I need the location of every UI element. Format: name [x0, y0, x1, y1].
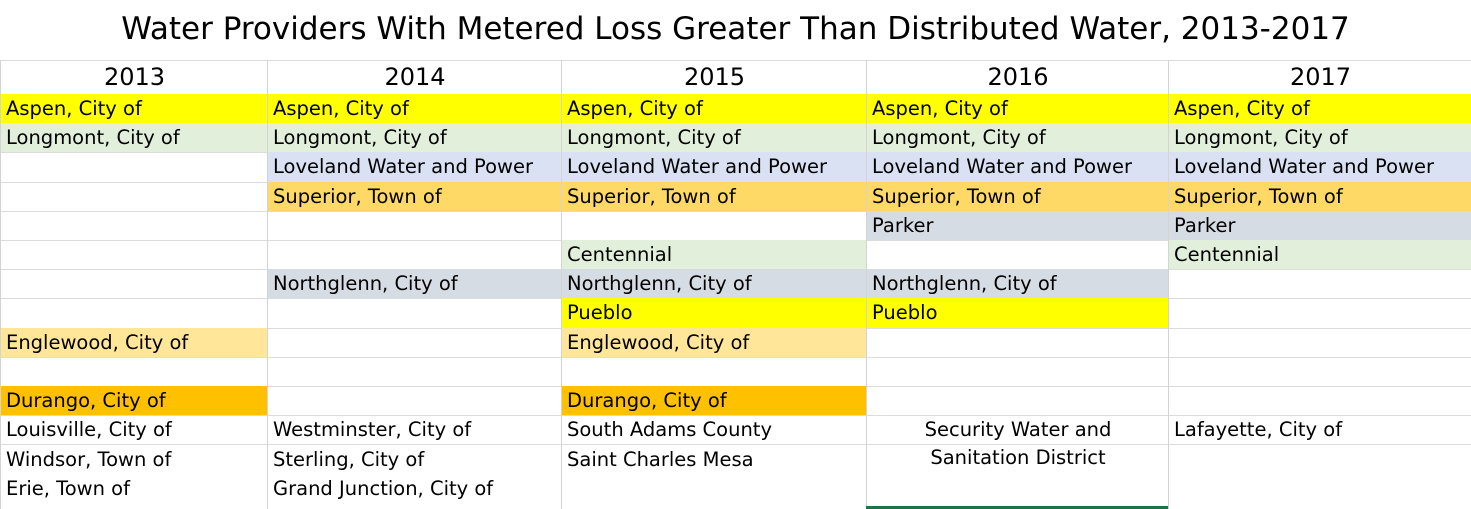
provider-cell[interactable]: Louisville, City of: [6, 418, 172, 442]
provider-cell[interactable]: Superior, Town of: [562, 181, 867, 211]
provider-cell[interactable]: Longmont, City of: [268, 123, 562, 153]
provider-cell[interactable]: Aspen, City of: [562, 94, 867, 124]
provider-cell[interactable]: South Adams County: [567, 418, 772, 442]
grid-line: [0, 60, 1471, 61]
provider-cell[interactable]: Parker: [1169, 210, 1471, 240]
provider-cell[interactable]: Durango, City of: [562, 386, 867, 416]
provider-cell[interactable]: Aspen, City of: [268, 94, 562, 124]
provider-cell[interactable]: Longmont, City of: [562, 123, 867, 153]
provider-cell[interactable]: Loveland Water and Power: [268, 152, 562, 182]
year-column-2014: 2014 Aspen, City of Longmont, City of Lovel…: [267, 60, 562, 509]
year-header[interactable]: 2013: [103, 63, 166, 91]
year-header[interactable]: 2017: [1289, 63, 1352, 91]
provider-cell[interactable]: Aspen, City of: [1, 94, 268, 124]
grid-line: [0, 415, 1471, 417]
year-header[interactable]: 2016: [987, 63, 1049, 91]
provider-cell[interactable]: Lafayette, City of: [1174, 418, 1343, 442]
provider-cell[interactable]: Longmont, City of: [867, 123, 1169, 153]
provider-cell[interactable]: Superior, Town of: [1169, 181, 1471, 211]
provider-cell[interactable]: Loveland Water and Power: [562, 152, 867, 182]
provider-cell[interactable]: Pueblo: [562, 298, 867, 328]
year-column-2015: 2015 Aspen, City of Longmont, City of Lovel…: [561, 60, 867, 509]
provider-cell[interactable]: Westminster, City of: [273, 418, 472, 442]
provider-cell[interactable]: Longmont, City of: [1, 123, 268, 153]
provider-cell[interactable]: Centennial: [1169, 240, 1471, 270]
grid-line: [0, 210, 1471, 212]
provider-cell[interactable]: Grand Junction, City of: [273, 477, 494, 501]
provider-cell[interactable]: Loveland Water and Power: [867, 152, 1169, 182]
provider-cell[interactable]: Loveland Water and Power: [1169, 152, 1471, 182]
provider-cell[interactable]: Englewood, City of: [562, 327, 867, 357]
provider-cell[interactable]: Sterling, City of: [273, 447, 425, 471]
provider-cell[interactable]: Aspen, City of: [867, 94, 1169, 124]
provider-cell[interactable]: Superior, Town of: [268, 181, 562, 211]
provider-cell[interactable]: Windsor, Town of: [6, 447, 172, 471]
provider-cell[interactable]: Erie, Town of: [6, 477, 130, 501]
provider-cell[interactable]: Centennial: [562, 240, 867, 270]
provider-cell[interactable]: Northglenn, City of: [867, 269, 1169, 299]
provider-cell[interactable]: Longmont, City of: [1169, 123, 1471, 153]
grid-line: [0, 444, 1471, 446]
provider-cell[interactable]: Saint Charles Mesa: [567, 447, 754, 471]
provider-cell[interactable]: Northglenn, City of: [268, 269, 562, 299]
provider-cell[interactable]: Pueblo: [867, 298, 1169, 328]
provider-cell[interactable]: Sanitation District: [930, 446, 1106, 470]
grid-line: [0, 356, 1471, 358]
selection-indicator-bottom: [866, 506, 1168, 509]
year-column-2013: 2013 Aspen, City of Longmont, City of Engle…: [0, 60, 268, 509]
year-header[interactable]: 2015: [683, 63, 746, 91]
sheet-title[interactable]: Water Providers With Metered Loss Greate…: [121, 11, 1350, 47]
provider-cell[interactable]: Parker: [867, 210, 1169, 240]
year-column-2016: 2016 Aspen, City of Longmont, City of Lovel…: [866, 60, 1169, 509]
year-header[interactable]: 2014: [384, 63, 446, 91]
provider-cell[interactable]: Englewood, City of: [1, 327, 268, 357]
provider-cell[interactable]: Durango, City of: [1, 386, 268, 416]
provider-cell[interactable]: Northglenn, City of: [562, 269, 867, 299]
provider-cell[interactable]: Aspen, City of: [1169, 94, 1471, 124]
provider-cell[interactable]: Security Water and: [924, 418, 1112, 442]
provider-cell[interactable]: Superior, Town of: [867, 181, 1169, 211]
year-column-2017: 2017 Aspen, City of Longmont, City of Lovel…: [1168, 60, 1471, 509]
